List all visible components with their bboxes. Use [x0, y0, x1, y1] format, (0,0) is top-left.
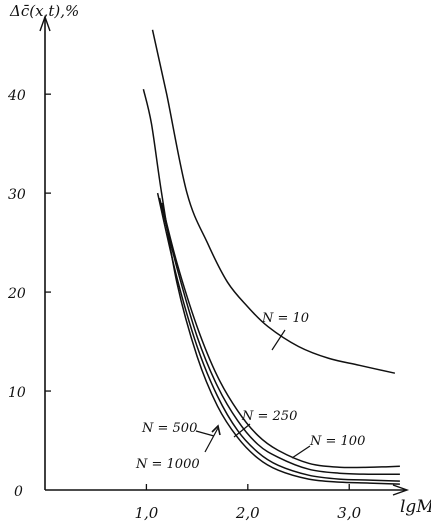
- curves: [142, 29, 400, 485]
- leader-line-n-500: [195, 430, 215, 437]
- leader-line-n-10: [271, 329, 286, 351]
- curve-n-500: [156, 192, 400, 482]
- ticks: 0 10 20 30 40 1,0 2,0 3,0: [7, 88, 362, 522]
- curve-n-1000: [142, 89, 400, 485]
- labels: Δc̄(x,t),% lgM N = 10 N = 100 N = 250 N = 500…: [9, 2, 431, 517]
- series-label-n-250: N = 250: [241, 409, 297, 424]
- leader-line-n-1000: [204, 427, 219, 453]
- series-label-n-100: N = 100: [309, 434, 365, 449]
- x-tick-label: 3,0: [337, 504, 361, 522]
- y-tick-label: 20: [7, 286, 26, 302]
- x-axis-arrow: [392, 484, 410, 496]
- series-label-n-500: N = 500: [141, 421, 197, 436]
- leader-line-n-250: [233, 423, 251, 438]
- y-tick-label: 0: [14, 484, 23, 500]
- curve-n-250: [158, 197, 400, 475]
- series-label-n-1000: N = 1000: [135, 457, 200, 472]
- axes: [39, 14, 410, 496]
- x-tick-label: 1,0: [134, 504, 158, 522]
- x-axis-label: lgM: [400, 497, 431, 517]
- y-axis-label: Δc̄(x,t),%: [9, 2, 79, 20]
- x-tick-label: 2,0: [235, 504, 260, 522]
- leader-arrow-n-1000: [211, 424, 221, 436]
- leader-line-n-100: [291, 445, 311, 459]
- y-axis-arrow: [39, 14, 51, 32]
- series-label-n-10: N = 10: [261, 311, 309, 326]
- y-tick-label: 30: [8, 187, 26, 203]
- y-tick-label: 10: [8, 385, 26, 401]
- y-tick-label: 40: [7, 88, 26, 104]
- curve-n-10: [151, 29, 396, 374]
- curve-n-100: [160, 202, 400, 469]
